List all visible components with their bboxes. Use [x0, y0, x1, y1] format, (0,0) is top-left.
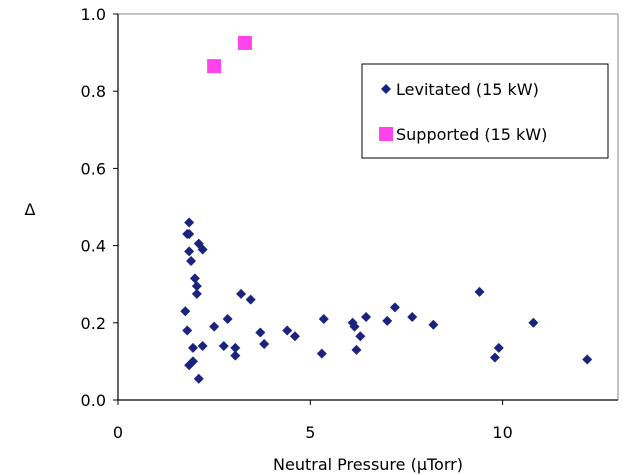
levitated-point	[474, 286, 485, 297]
supported-point	[237, 35, 252, 50]
legend-square	[379, 127, 393, 141]
levitated-point	[197, 340, 208, 351]
levitated-point	[180, 306, 191, 317]
y-tick-label: 0.0	[81, 391, 106, 410]
levitated-point	[289, 331, 300, 342]
levitated-point	[528, 317, 539, 328]
levitated-point	[318, 313, 329, 324]
data-points	[180, 35, 593, 384]
levitated-point	[382, 315, 393, 326]
levitated-point	[282, 325, 293, 336]
levitated-point	[191, 288, 202, 299]
levitated-point	[236, 288, 247, 299]
supported-point	[207, 59, 222, 74]
levitated-point	[316, 348, 327, 359]
legend: Levitated (15 kW) Supported (15 kW)	[361, 63, 609, 159]
levitated-point	[355, 331, 366, 342]
levitated-point	[255, 327, 266, 338]
y-axis: 0.0 0.2 0.4 0.6 0.8 1.0	[81, 5, 118, 410]
levitated-point	[230, 342, 241, 353]
levitated-point	[230, 350, 241, 361]
legend-marker-levitated	[381, 84, 391, 94]
levitated-point	[407, 312, 418, 323]
levitated-point	[184, 246, 195, 257]
x-axis: 0 5 10	[113, 400, 513, 442]
legend-diamond	[381, 84, 391, 94]
levitated-point	[245, 294, 256, 305]
levitated-point	[197, 244, 208, 255]
levitated-point	[188, 342, 198, 353]
legend-box	[361, 63, 609, 159]
levitated-point	[184, 217, 195, 228]
y-tick-label: 0.8	[81, 82, 106, 101]
levitated-point	[493, 342, 504, 353]
levitated-point	[182, 325, 193, 336]
levitated-point	[218, 340, 229, 351]
y-tick-label: 0.4	[81, 237, 106, 256]
x-tick-label: 5	[305, 423, 315, 442]
legend-marker-supported	[379, 127, 393, 141]
levitated-point	[189, 273, 200, 284]
levitated-point	[351, 344, 362, 355]
levitated-point	[349, 321, 360, 332]
levitated-point	[191, 281, 202, 292]
x-tick-label: 0	[113, 423, 123, 442]
y-axis-title: Δ	[25, 200, 36, 219]
x-tick-label: 10	[492, 423, 512, 442]
levitated-point	[259, 339, 270, 350]
levitated-point	[361, 312, 372, 323]
levitated-point	[186, 256, 197, 267]
x-axis-title: Neutral Pressure (μTorr)	[273, 455, 463, 474]
legend-label-supported: Supported (15 kW)	[396, 125, 547, 144]
levitated-point	[389, 302, 400, 313]
y-tick-label: 1.0	[81, 5, 106, 24]
levitated-point	[489, 352, 500, 363]
y-tick-label: 0.6	[81, 159, 106, 178]
levitated-point	[188, 356, 198, 367]
levitated-point	[184, 229, 195, 240]
levitated-point	[428, 319, 439, 330]
y-tick-label: 0.2	[81, 314, 106, 333]
levitated-point	[209, 321, 220, 332]
levitated-point	[582, 354, 593, 365]
legend-label-levitated: Levitated (15 kW)	[396, 80, 539, 99]
levitated-point	[193, 373, 204, 384]
levitated-point	[222, 313, 233, 324]
